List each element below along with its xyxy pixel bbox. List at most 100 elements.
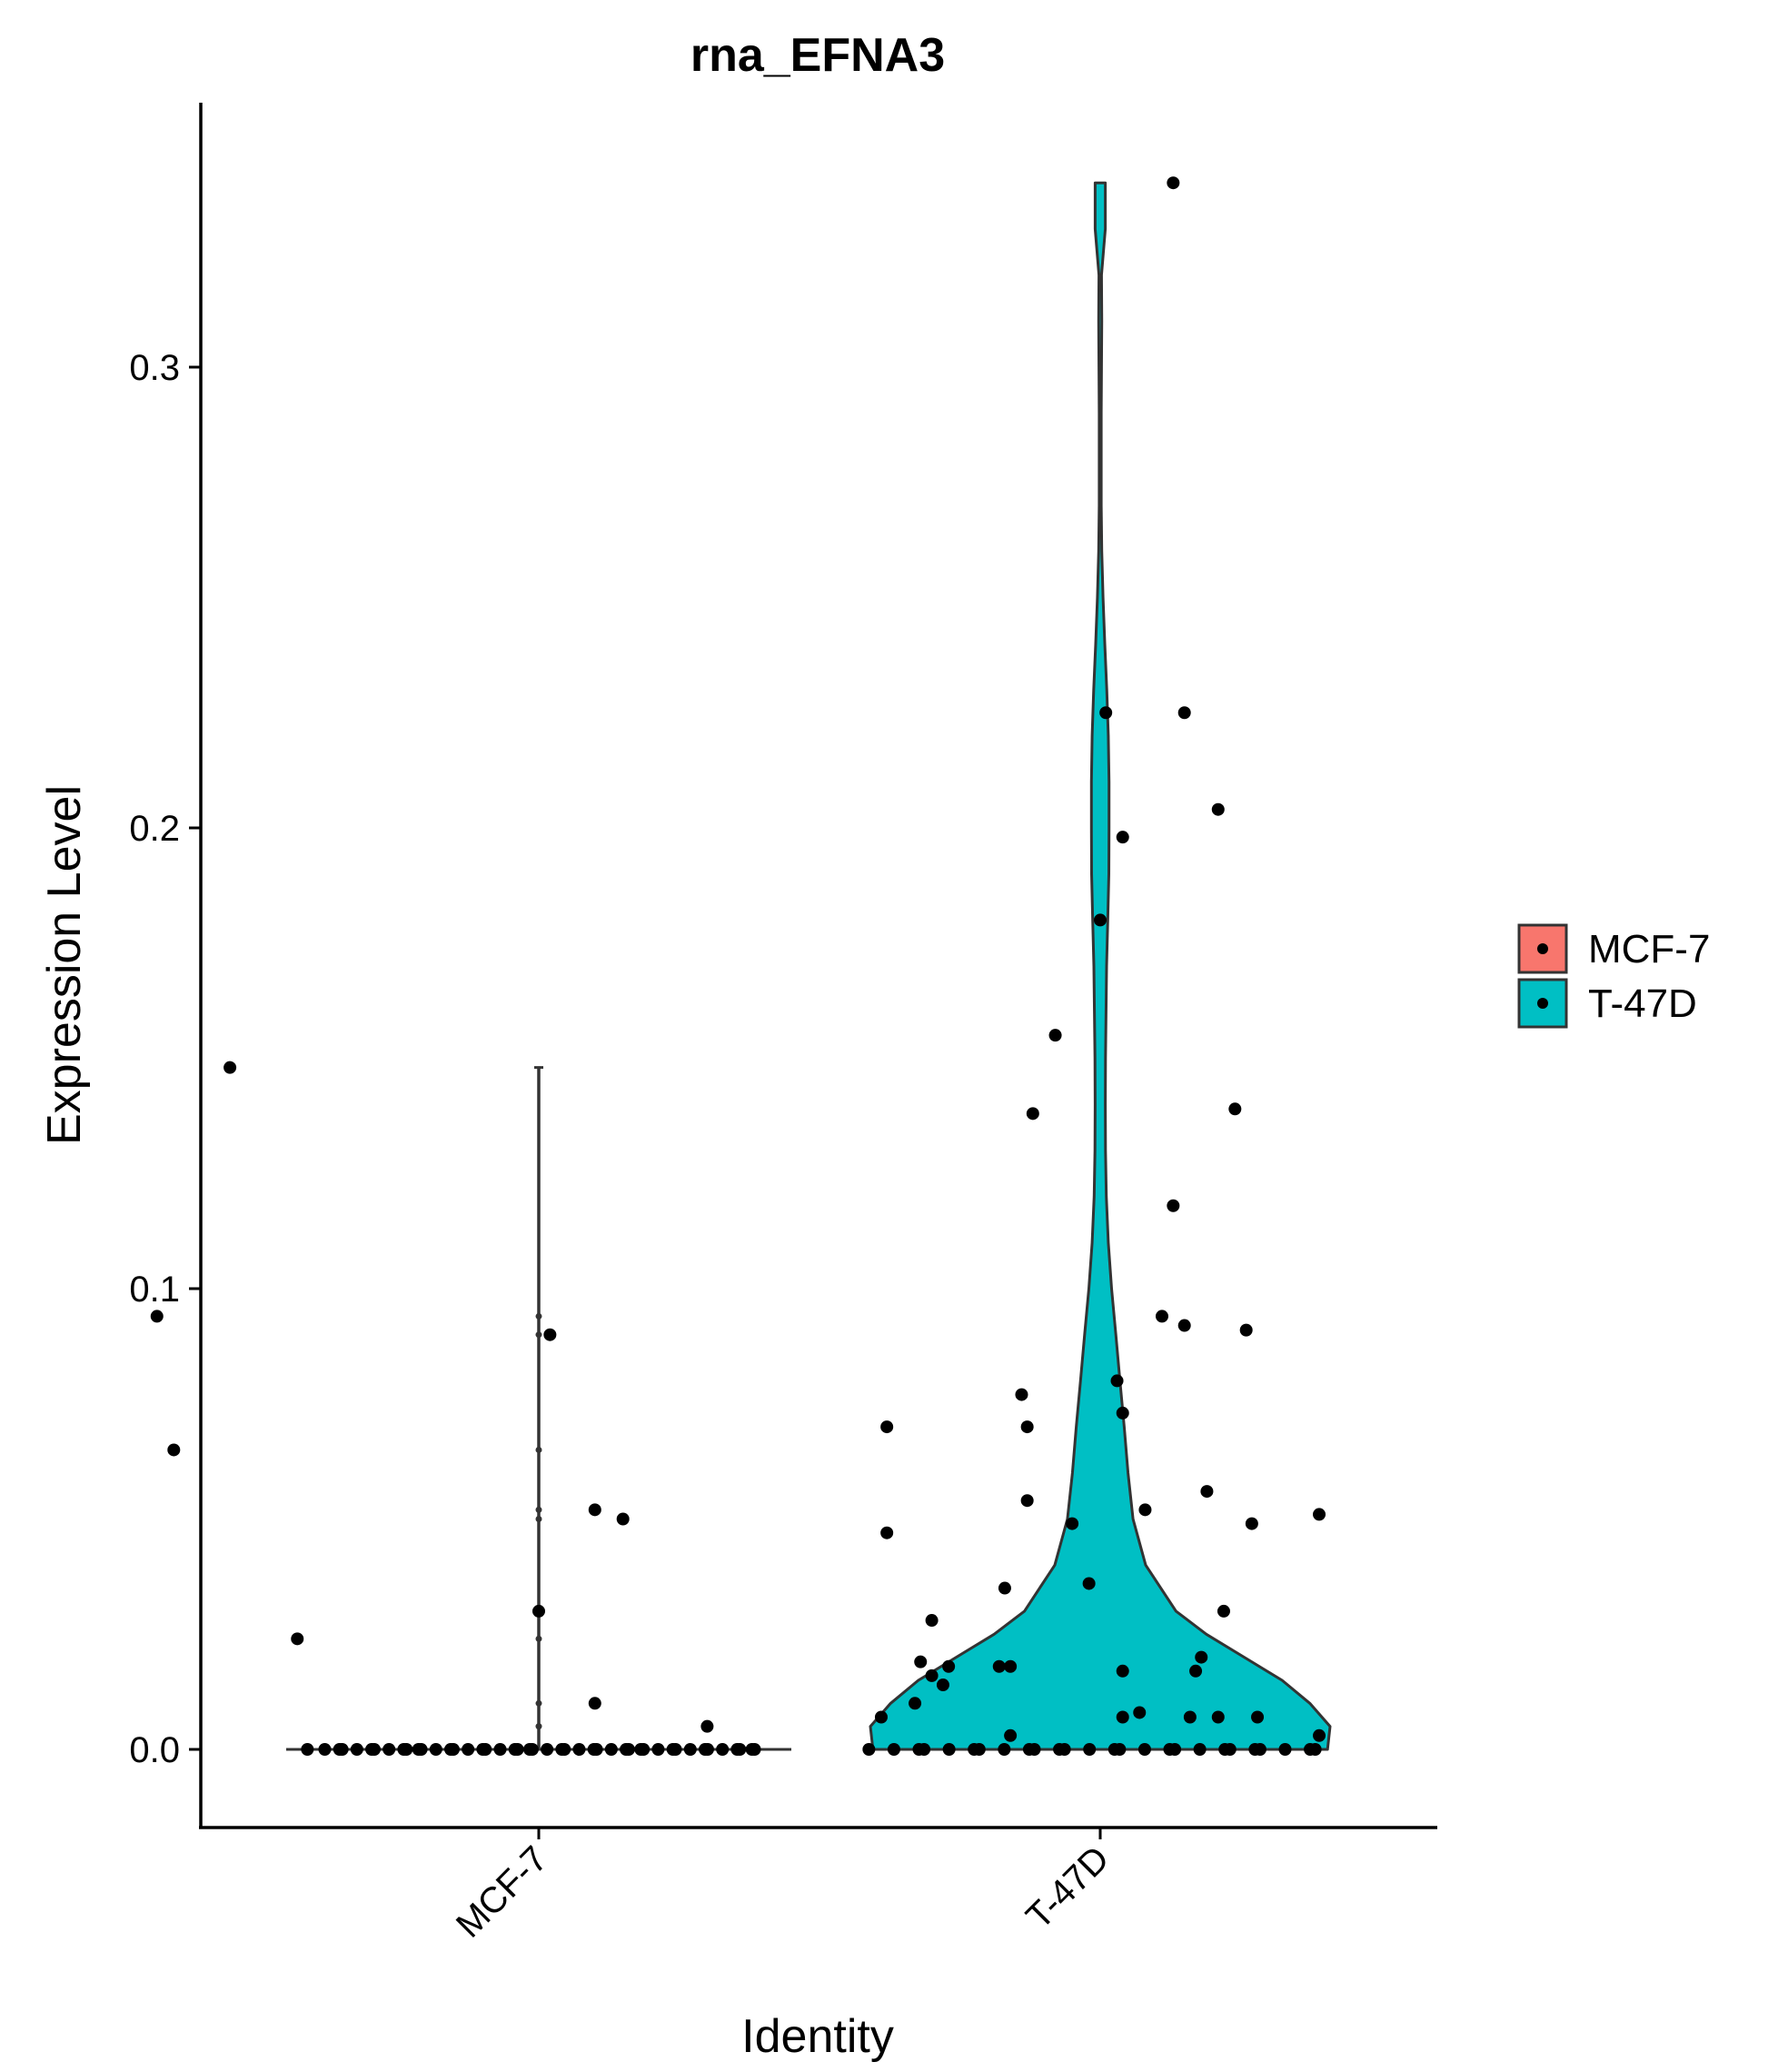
- data-point-mcf-7-zero: [476, 1743, 490, 1756]
- data-point-t-47d-zero: [1278, 1743, 1292, 1756]
- violin-mcf-7-knot: [535, 1699, 542, 1707]
- violins-layer: [286, 181, 1332, 1751]
- data-point-mcf-7-zero: [699, 1743, 712, 1756]
- data-point-t-47d-zero: [1308, 1743, 1322, 1756]
- data-point-t-47d: [1116, 1664, 1129, 1678]
- data-point-t-47d-zero: [1058, 1743, 1071, 1756]
- data-point-t-47d: [1189, 1664, 1203, 1678]
- data-point-mcf-7-zero: [444, 1743, 458, 1756]
- y-tick-label: 0.2: [129, 809, 180, 849]
- data-point-t-47d-zero: [1028, 1743, 1041, 1756]
- data-point-t-47d: [1228, 1102, 1242, 1116]
- data-point-t-47d: [1015, 1388, 1028, 1401]
- data-point-mcf-7: [150, 1310, 164, 1323]
- data-point-t-47d-zero: [918, 1743, 931, 1756]
- data-point-t-47d: [1211, 1710, 1225, 1724]
- violin-mcf-7-knot: [535, 1516, 542, 1522]
- data-point-mcf-7-zero: [555, 1743, 569, 1756]
- data-point-t-47d: [880, 1420, 894, 1434]
- violin-mcf-7-knot: [535, 1635, 542, 1642]
- data-point-t-47d: [1239, 1323, 1253, 1337]
- data-point-t-47d: [998, 1581, 1011, 1595]
- data-point-t-47d: [1200, 1485, 1214, 1499]
- data-point-mcf-7: [588, 1697, 601, 1710]
- violin-mcf-7-knot: [535, 1331, 542, 1339]
- data-point-t-47d: [1094, 913, 1107, 927]
- data-point-mcf-7: [543, 1328, 557, 1341]
- data-point-mcf-7: [588, 1503, 601, 1517]
- data-point-t-47d-zero: [1253, 1743, 1266, 1756]
- data-point-t-47d-zero: [887, 1743, 900, 1756]
- data-point-mcf-7-zero: [318, 1743, 332, 1756]
- data-point-mcf-7-zero: [350, 1743, 363, 1756]
- data-point-mcf-7-zero: [666, 1743, 680, 1756]
- data-point-t-47d-zero: [972, 1743, 986, 1756]
- data-point-t-47d: [1110, 1374, 1124, 1388]
- data-point-t-47d: [1020, 1494, 1034, 1508]
- data-point-t-47d: [1177, 706, 1191, 720]
- y-tick-label: 0.3: [129, 348, 180, 388]
- data-point-mcf-7-zero: [462, 1743, 475, 1756]
- data-point-mcf-7: [223, 1061, 237, 1074]
- data-point-t-47d: [1211, 802, 1225, 816]
- data-point-mcf-7-zero: [493, 1743, 507, 1756]
- data-point-t-47d: [1167, 176, 1180, 190]
- legend-label-mcf-7: MCF-7: [1588, 927, 1710, 971]
- data-point-t-47d-zero: [1223, 1743, 1237, 1756]
- data-point-mcf-7-zero: [716, 1743, 730, 1756]
- data-point-mcf-7-zero: [301, 1743, 314, 1756]
- data-point-t-47d: [1116, 831, 1129, 844]
- data-point-mcf-7-zero: [634, 1743, 648, 1756]
- data-point-t-47d: [1155, 1310, 1168, 1323]
- data-point-t-47d: [1116, 1710, 1129, 1724]
- data-point-mcf-7: [167, 1443, 181, 1457]
- data-point-t-47d: [1082, 1577, 1096, 1590]
- legend-key-mcf-7: [1517, 923, 1568, 974]
- data-point-t-47d: [1167, 1199, 1180, 1212]
- data-point-t-47d: [1066, 1517, 1079, 1530]
- data-point-mcf-7-zero: [651, 1743, 665, 1756]
- data-point-t-47d-zero: [942, 1743, 956, 1756]
- x-axis-ticks: MCF-7 T-47D: [449, 1828, 1117, 1946]
- data-point-mcf-7-zero: [604, 1743, 618, 1756]
- y-axis-ticks: 0.0 0.1 0.2 0.3: [129, 348, 201, 1770]
- data-point-t-47d: [1004, 1659, 1018, 1673]
- data-point-t-47d: [1217, 1604, 1230, 1618]
- data-point-t-47d-zero: [998, 1743, 1011, 1756]
- data-point-t-47d: [1251, 1710, 1265, 1724]
- legend-label-t-47d: T-47D: [1588, 981, 1697, 1026]
- violin-t-47d: [869, 181, 1332, 1751]
- data-point-t-47d: [1116, 1406, 1129, 1420]
- data-point-t-47d-zero: [1083, 1743, 1097, 1756]
- data-point-mcf-7-zero: [508, 1743, 521, 1756]
- data-point-mcf-7-zero: [541, 1743, 554, 1756]
- data-point-t-47d: [925, 1669, 939, 1682]
- data-point-t-47d: [909, 1697, 922, 1710]
- data-point-mcf-7-zero: [730, 1743, 744, 1756]
- data-point-mcf-7-zero: [365, 1743, 379, 1756]
- chart-title: rna_EFNA3: [690, 29, 945, 82]
- violin-mcf-7-knot: [535, 1723, 542, 1730]
- data-point-t-47d-zero: [1137, 1743, 1151, 1756]
- data-point-t-47d: [1133, 1706, 1147, 1719]
- data-point-t-47d: [925, 1614, 939, 1628]
- legend-key-dot: [1537, 943, 1548, 954]
- data-point-t-47d: [1245, 1517, 1258, 1530]
- data-point-mcf-7: [700, 1719, 714, 1733]
- x-tick-label: MCF-7: [449, 1838, 556, 1946]
- data-point-mcf-7: [291, 1632, 304, 1646]
- data-point-t-47d: [1313, 1508, 1326, 1521]
- data-point-t-47d: [874, 1710, 888, 1724]
- data-point-mcf-7-zero: [382, 1743, 396, 1756]
- violin-mcf-7-knot: [535, 1446, 542, 1453]
- data-point-t-47d: [1004, 1728, 1018, 1742]
- data-point-t-47d: [992, 1659, 1006, 1673]
- data-point-mcf-7-zero: [333, 1743, 346, 1756]
- data-point-mcf-7-zero: [397, 1743, 411, 1756]
- data-point-mcf-7-zero: [429, 1743, 442, 1756]
- data-point-mcf-7-zero: [412, 1743, 425, 1756]
- data-point-mcf-7-zero: [683, 1743, 697, 1756]
- data-point-t-47d: [1026, 1107, 1039, 1121]
- data-point-t-47d: [1313, 1728, 1326, 1742]
